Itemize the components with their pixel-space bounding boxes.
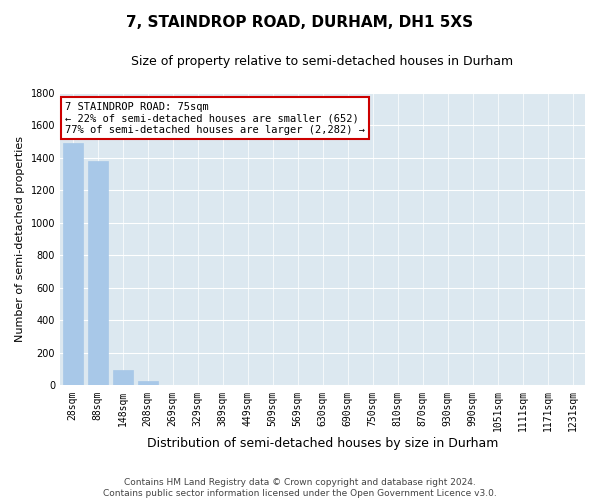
Text: 7 STAINDROP ROAD: 75sqm
← 22% of semi-detached houses are smaller (652)
77% of s: 7 STAINDROP ROAD: 75sqm ← 22% of semi-de… xyxy=(65,102,365,135)
Bar xyxy=(88,161,107,386)
Text: Contains HM Land Registry data © Crown copyright and database right 2024.
Contai: Contains HM Land Registry data © Crown c… xyxy=(103,478,497,498)
Text: 7, STAINDROP ROAD, DURHAM, DH1 5XS: 7, STAINDROP ROAD, DURHAM, DH1 5XS xyxy=(127,15,473,30)
Bar xyxy=(113,370,133,386)
X-axis label: Distribution of semi-detached houses by size in Durham: Distribution of semi-detached houses by … xyxy=(147,437,498,450)
Bar xyxy=(137,381,158,386)
Title: Size of property relative to semi-detached houses in Durham: Size of property relative to semi-detach… xyxy=(131,55,514,68)
Bar xyxy=(62,143,83,386)
Y-axis label: Number of semi-detached properties: Number of semi-detached properties xyxy=(15,136,25,342)
